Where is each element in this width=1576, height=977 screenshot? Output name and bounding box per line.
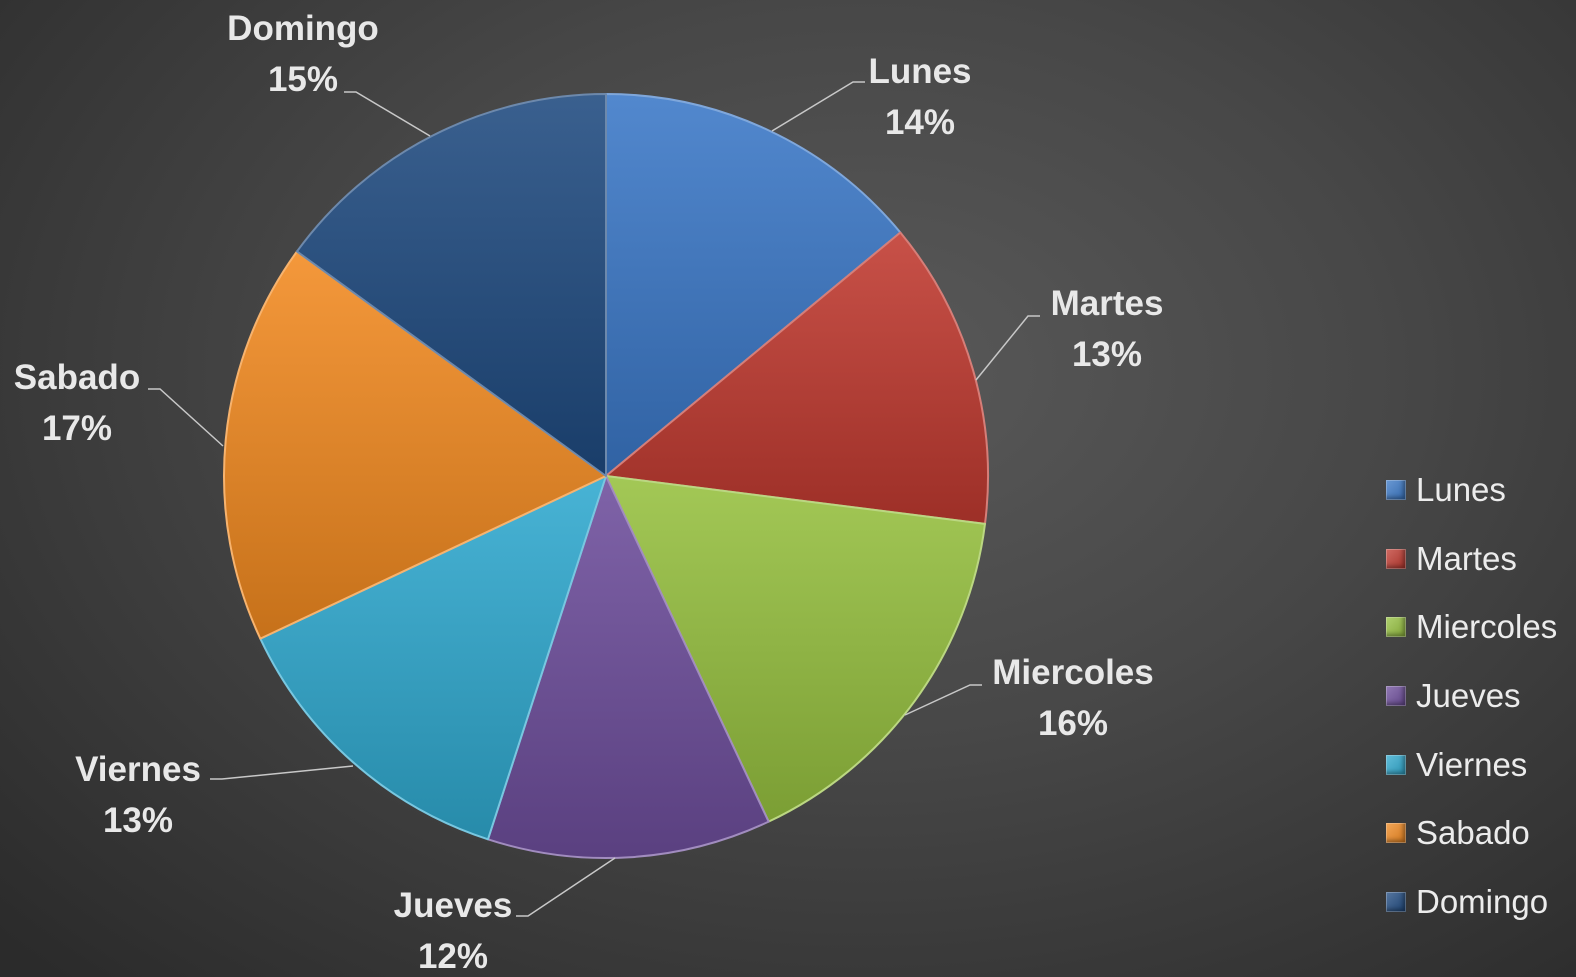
legend-item-jueves: Jueves [1386, 662, 1572, 731]
pie-slice-miercoles [605, 475, 986, 823]
legend-item-miercoles: Miercoles [1386, 593, 1572, 662]
data-label-percent-domingo: 15% [268, 60, 338, 99]
leader-line-miercoles [904, 684, 982, 716]
data-label-category-viernes: Viernes [75, 750, 201, 789]
pie-slices [223, 93, 990, 859]
pie-slice-lunes [605, 93, 902, 477]
pie-slice-sabado [223, 250, 607, 640]
legend-label: Lunes [1416, 471, 1506, 509]
legend-swatch-sabado [1386, 823, 1406, 844]
legend-label: Martes [1416, 539, 1517, 577]
data-labels: Lunes 14% Martes 13% Miercoles 16% Jueves 12% Vi… [14, 9, 1164, 976]
chart-legend: Lunes Martes Miercoles Jueves Viernes Sabado D… [1386, 456, 1572, 936]
legend-swatch-viernes [1386, 754, 1406, 775]
pie-slice-martes [605, 231, 990, 525]
legend-label: Miercoles [1416, 608, 1558, 646]
legend-swatch-domingo [1386, 891, 1406, 912]
legend-item-sabado: Sabado [1386, 799, 1572, 868]
leader-line-domingo [344, 91, 431, 137]
legend-item-domingo: Domingo [1386, 868, 1572, 937]
pie-slice-viernes [259, 475, 607, 841]
data-label-category-sabado: Sabado [14, 358, 140, 397]
leader-line-lunes [771, 81, 865, 132]
data-label-category-martes: Martes [1051, 284, 1164, 323]
legend-swatch-martes [1386, 548, 1406, 569]
pie-slice-jueves [486, 475, 770, 859]
leader-line-jueves [516, 857, 616, 917]
data-label-category-jueves: Jueves [394, 886, 513, 925]
legend-item-viernes: Viernes [1386, 730, 1572, 799]
data-label-percent-viernes: 13% [103, 801, 173, 840]
legend-swatch-jueves [1386, 686, 1406, 707]
legend-swatch-lunes [1386, 480, 1406, 501]
legend-label: Viernes [1416, 745, 1528, 783]
data-label-category-lunes: Lunes [868, 52, 971, 91]
data-label-percent-jueves: 12% [418, 937, 488, 976]
leader-line-martes [975, 315, 1040, 381]
legend-swatch-miercoles [1386, 617, 1406, 638]
leader-line-sabado [148, 388, 224, 447]
data-label-percent-miercoles: 16% [1038, 704, 1108, 743]
data-label-percent-lunes: 14% [885, 103, 955, 142]
legend-label: Domingo [1416, 882, 1549, 920]
legend-item-martes: Martes [1386, 525, 1572, 594]
data-label-category-domingo: Domingo [227, 9, 379, 48]
data-label-percent-martes: 13% [1072, 335, 1142, 374]
legend-label: Sabado [1416, 814, 1530, 852]
leader-line-viernes [210, 765, 354, 780]
leader-lines [148, 81, 1040, 917]
pie-slice-domingo [295, 93, 607, 477]
legend-item-lunes: Lunes [1386, 456, 1572, 525]
data-label-percent-sabado: 17% [42, 409, 112, 448]
data-label-category-miercoles: Miercoles [992, 653, 1153, 692]
legend-label: Jueves [1416, 677, 1521, 715]
